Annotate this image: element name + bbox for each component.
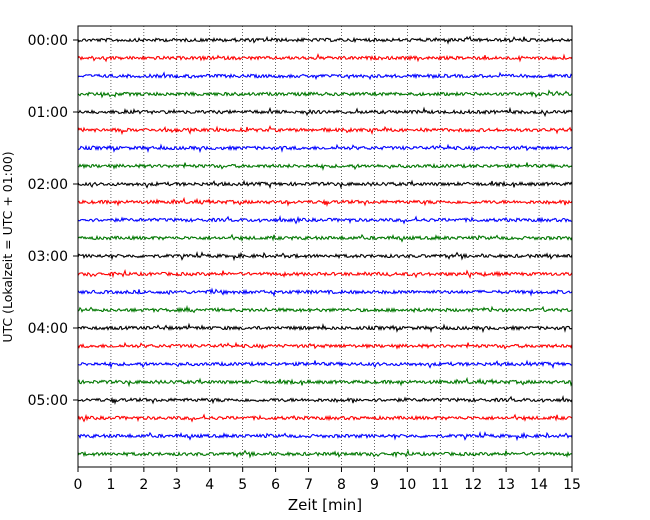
y-tick-label: 01:00 xyxy=(28,105,68,121)
trace-line xyxy=(77,304,573,314)
trace-line xyxy=(77,376,573,388)
y-tick-label: 05:00 xyxy=(28,393,68,409)
trace-line xyxy=(77,179,573,190)
x-tick-label: 8 xyxy=(337,477,346,493)
trace-line xyxy=(77,322,573,334)
y-axis-ticks: 00:00 01:00 02:00 03:00 04:00 05:00 xyxy=(28,33,78,409)
trace-line xyxy=(77,196,573,207)
trace-line xyxy=(77,125,573,136)
y-tick-label: 00:00 xyxy=(28,33,68,49)
trace-line xyxy=(77,106,573,118)
x-tick-label: 14 xyxy=(530,477,548,493)
trace-line xyxy=(77,413,573,423)
x-tick-label: 12 xyxy=(464,477,482,493)
x-tick-label: 9 xyxy=(370,477,379,493)
x-tick-label: 13 xyxy=(497,477,515,493)
trace-line xyxy=(77,89,573,99)
x-tick-label: 0 xyxy=(74,477,83,493)
trace-line xyxy=(77,233,573,243)
trace-line xyxy=(77,162,573,172)
x-tick-label: 5 xyxy=(238,477,247,493)
x-tick-label: 15 xyxy=(563,477,581,493)
trace-line xyxy=(77,431,573,442)
plot-frame xyxy=(77,25,573,468)
y-tick-label: 02:00 xyxy=(28,177,68,193)
trace-line xyxy=(77,35,573,45)
trace-line xyxy=(77,52,573,63)
seismic-traces xyxy=(77,35,573,459)
x-tick-label: 3 xyxy=(172,477,181,493)
trace-line xyxy=(77,214,573,225)
x-tick-label: 4 xyxy=(205,477,214,493)
x-axis-label: Zeit [min] xyxy=(288,496,362,514)
trace-line xyxy=(77,359,573,370)
x-tick-label: 1 xyxy=(106,477,115,493)
trace-line xyxy=(77,71,573,81)
x-tick-label: 6 xyxy=(271,477,280,493)
x-tick-label: 2 xyxy=(139,477,148,493)
trace-line xyxy=(77,143,573,154)
y-tick-label: 04:00 xyxy=(28,321,68,337)
x-tick-label: 10 xyxy=(398,477,416,493)
x-tick-label: 11 xyxy=(431,477,449,493)
x-axis-ticks: 0 1 2 3 4 5 6 7 8 9 10 11 12 13 14 15 xyxy=(74,467,581,493)
y-tick-label: 03:00 xyxy=(28,249,68,265)
trace-line xyxy=(77,251,573,262)
trace-line xyxy=(77,287,573,298)
y-axis-label: UTC (Lokalzeit = UTC + 01:00) xyxy=(0,151,15,342)
trace-line xyxy=(77,341,573,350)
trace-line xyxy=(77,394,573,405)
x-tick-label: 7 xyxy=(304,477,313,493)
trace-line xyxy=(77,268,573,279)
trace-line xyxy=(77,448,573,459)
